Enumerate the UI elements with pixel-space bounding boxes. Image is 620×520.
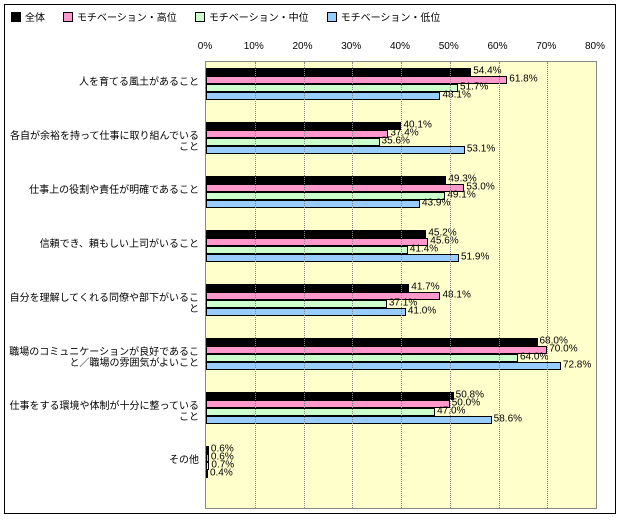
value-label: 41.0% <box>408 308 436 316</box>
category-label: 信頼でき、頼もしい上司がいること <box>3 239 199 250</box>
legend-label: モチベーション・高位 <box>77 9 177 24</box>
plot-area: 54.4%61.8%51.7%48.1%40.1%37.4%35.6%53.1%… <box>205 61 597 509</box>
bar <box>206 200 420 208</box>
value-label: 64.0% <box>520 354 548 362</box>
value-label: 0.4% <box>210 470 233 478</box>
value-label: 53.1% <box>467 146 495 154</box>
legend-item: 全体 <box>11 9 45 24</box>
bar <box>206 254 459 262</box>
bar <box>206 470 208 478</box>
gridline <box>401 62 402 508</box>
bar <box>206 184 464 192</box>
bar <box>206 230 426 238</box>
x-tick-label: 20% <box>292 41 312 52</box>
value-label: 47.0% <box>437 408 465 416</box>
gridline <box>304 62 305 508</box>
gridline <box>450 62 451 508</box>
legend-swatch <box>195 12 205 22</box>
value-label: 41.4% <box>410 246 438 254</box>
legend-item: モチベーション・高位 <box>63 9 177 24</box>
gridline <box>499 62 500 508</box>
bar <box>206 130 388 138</box>
gridline <box>596 62 597 508</box>
bar <box>206 362 561 370</box>
legend-label: モチベーション・低位 <box>341 9 441 24</box>
bar <box>206 346 547 354</box>
legend-label: モチベーション・中位 <box>209 9 309 24</box>
bar <box>206 68 471 76</box>
bar <box>206 146 465 154</box>
value-label: 41.7% <box>411 284 439 292</box>
category-label: その他 <box>3 455 199 466</box>
category-label: 職場のコミュニケーションが良好であること／職場の雰囲気がよいこと <box>3 347 199 369</box>
bar <box>206 92 440 100</box>
category-label: 人を育てる風土があること <box>3 77 199 88</box>
y-axis-labels: 人を育てる風土があること各自が余裕を持って仕事に取り組んでいること仕事上の役割や… <box>5 61 203 509</box>
bar <box>206 246 408 254</box>
value-label: 48.1% <box>442 292 470 300</box>
bar <box>206 354 518 362</box>
bar <box>206 300 387 308</box>
value-label: 72.8% <box>563 362 591 370</box>
legend-item: モチベーション・低位 <box>327 9 441 24</box>
category-label: 自分を理解してくれる同僚や部下がいること <box>3 293 199 315</box>
legend: 全体 モチベーション・高位 モチベーション・中位 モチベーション・低位 <box>11 9 440 24</box>
x-tick-label: 80% <box>585 41 605 52</box>
legend-label: 全体 <box>25 9 45 24</box>
x-tick-label: 60% <box>487 41 507 52</box>
legend-swatch <box>327 12 337 22</box>
x-axis: 0%10%20%30%40%50%60%70%80% <box>205 41 597 57</box>
gridline <box>352 62 353 508</box>
value-label: 48.1% <box>442 92 470 100</box>
bar <box>206 454 209 462</box>
value-label: 35.6% <box>382 138 410 146</box>
bar <box>206 392 454 400</box>
bar <box>206 400 450 408</box>
value-label: 70.0% <box>549 346 577 354</box>
legend-swatch <box>11 12 21 22</box>
legend-swatch <box>63 12 73 22</box>
value-label: 43.9% <box>422 200 450 208</box>
bar <box>206 138 380 146</box>
chart-frame: 全体 モチベーション・高位 モチベーション・中位 モチベーション・低位 0% 10% 20… <box>4 4 616 514</box>
bar <box>206 308 406 316</box>
category-label: 仕事上の役割や責任が明確であること <box>3 185 199 196</box>
bar <box>206 446 209 454</box>
x-tick-label: 50% <box>439 41 459 52</box>
gridline <box>547 62 548 508</box>
category-label: 各自が余裕を持って仕事に取り組んでいること <box>3 131 199 153</box>
x-tick-label: 10% <box>244 41 264 52</box>
bar <box>206 462 209 470</box>
value-label: 61.8% <box>509 76 537 84</box>
category-label: 仕事をする環境や体制が十分に整っていること <box>3 401 199 423</box>
x-tick-label: 70% <box>536 41 556 52</box>
bar <box>206 84 458 92</box>
gridline <box>255 62 256 508</box>
value-label: 49.1% <box>447 192 475 200</box>
bar <box>206 176 446 184</box>
bar <box>206 192 445 200</box>
bar <box>206 238 428 246</box>
x-tick-label: 40% <box>390 41 410 52</box>
x-tick-label: 30% <box>341 41 361 52</box>
bar <box>206 284 409 292</box>
value-label: 51.9% <box>461 254 489 262</box>
x-tick-label: 0% <box>198 41 212 52</box>
legend-item: モチベーション・中位 <box>195 9 309 24</box>
value-label: 54.4% <box>473 68 501 76</box>
